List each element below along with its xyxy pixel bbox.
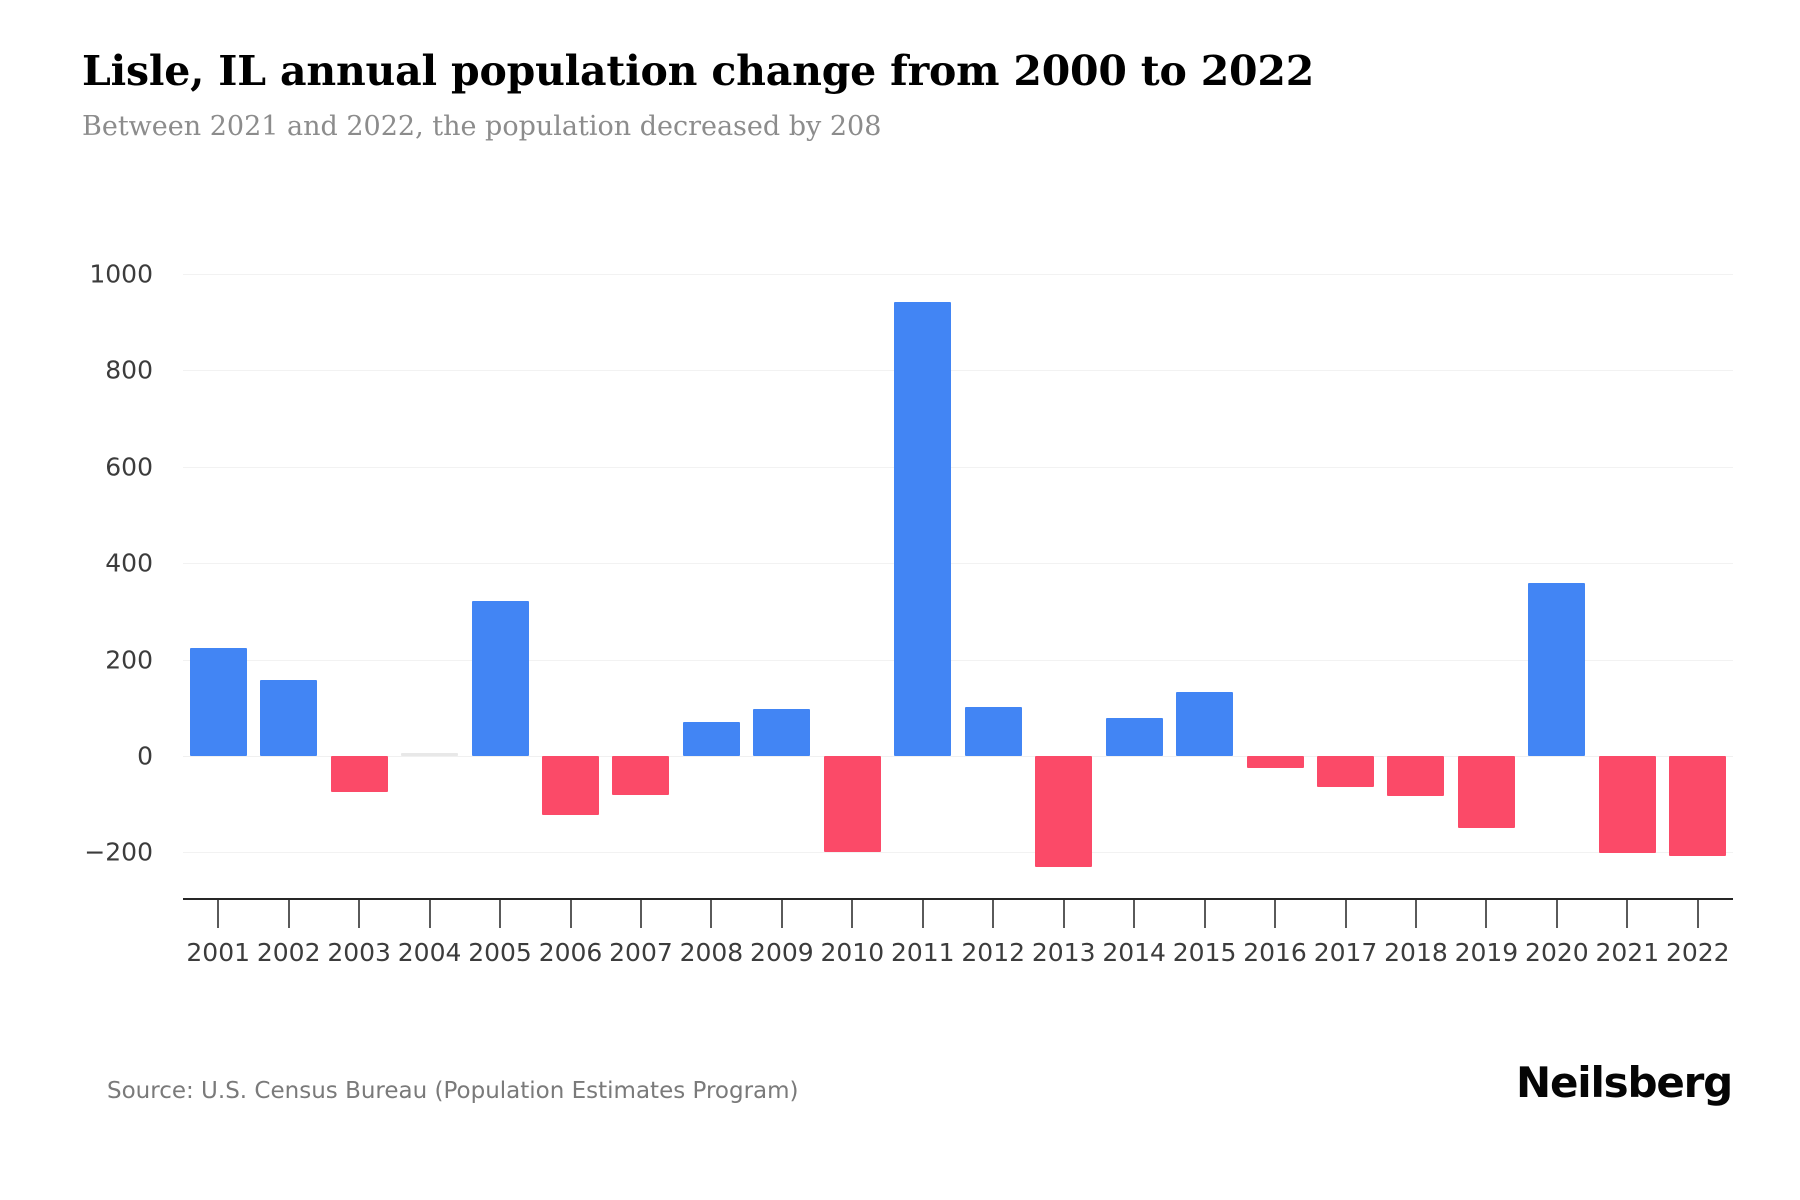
bar[interactable] — [542, 756, 599, 816]
x-axis-tick — [1696, 900, 1699, 928]
bar[interactable] — [1387, 756, 1445, 796]
x-axis-tick-label: 2005 — [468, 938, 532, 967]
gridline — [183, 274, 1733, 275]
x-axis-tick — [992, 900, 995, 928]
x-axis-tick — [1133, 900, 1136, 928]
x-axis-tick-label: 2015 — [1172, 938, 1237, 967]
x-axis-tick — [428, 900, 431, 928]
y-axis-tick-label: −200 — [84, 837, 153, 867]
x-axis-tick — [499, 900, 502, 928]
bars-group — [183, 0, 1733, 1200]
chart-header: Lisle, IL annual population change from … — [82, 47, 1732, 143]
x-axis-tick-label: 2004 — [397, 938, 462, 967]
bar[interactable] — [471, 600, 529, 756]
x-axis-tick-label: 2020 — [1525, 938, 1589, 967]
y-axis-tick-label: 1000 — [89, 259, 153, 289]
x-axis-tick — [1203, 900, 1206, 928]
bar[interactable] — [823, 756, 881, 852]
bar[interactable] — [189, 648, 247, 756]
x-axis-tick — [1555, 900, 1558, 928]
y-axis-tick-label: 600 — [105, 452, 153, 482]
y-axis-tick-label: 0 — [137, 741, 153, 771]
x-axis-tick — [1274, 900, 1277, 928]
x-axis-tick — [287, 900, 290, 928]
bar[interactable] — [1035, 756, 1093, 868]
x-axis-tick-label: 2021 — [1595, 938, 1660, 967]
bar[interactable] — [401, 753, 459, 756]
bar[interactable] — [964, 707, 1022, 756]
x-axis-tick-label: 2006 — [538, 938, 603, 967]
x-axis-tick-labels: 2001 2002 2003 2004 2005 2006 2007 2008 2009 2010… — [183, 938, 1733, 978]
x-axis-line — [183, 898, 1733, 900]
gridline — [183, 370, 1733, 372]
gridlines-group — [183, 0, 1733, 1200]
x-axis-tick — [1062, 900, 1065, 928]
bar[interactable] — [1669, 756, 1727, 857]
x-axis-tick — [569, 900, 572, 928]
x-axis-tick — [358, 900, 361, 928]
gridline — [183, 852, 1733, 854]
bar[interactable] — [1246, 756, 1304, 769]
source-note: Source: U.S. Census Bureau (Population E… — [107, 1078, 799, 1104]
x-axis-tick-label: 2008 — [679, 938, 744, 967]
bar[interactable] — [330, 756, 388, 793]
bar[interactable] — [1317, 756, 1374, 787]
x-axis-tick — [710, 900, 713, 928]
x-axis-tick — [851, 900, 854, 928]
x-axis-tick-label: 2019 — [1454, 938, 1519, 967]
bar[interactable] — [612, 756, 670, 796]
x-axis-tick-label: 2013 — [1031, 938, 1096, 967]
bar[interactable] — [1528, 582, 1586, 756]
brand-logo: Neilsberg — [1516, 1058, 1733, 1107]
x-axis-tick-label: 2022 — [1665, 938, 1730, 967]
x-axis-tick-label: 2012 — [961, 938, 1026, 967]
gridline — [183, 563, 1733, 565]
y-axis-tick-label: 200 — [105, 645, 153, 675]
x-axis-tick — [1344, 900, 1347, 928]
chart-subtitle: Between 2021 and 2022, the population de… — [82, 111, 882, 143]
y-axis-tick-labels: 1000 800 600 400 200 0 −200 — [0, 0, 183, 1200]
y-axis-tick-label: 800 — [105, 355, 153, 385]
x-axis-tick-label: 2007 — [609, 938, 673, 967]
x-axis-tick — [780, 900, 783, 928]
bar[interactable] — [1105, 717, 1163, 756]
bar[interactable] — [1457, 756, 1515, 829]
x-axis-tick — [1414, 900, 1417, 928]
bar[interactable] — [753, 709, 811, 756]
x-axis-tick-label: 2003 — [327, 938, 391, 967]
x-axis-tick — [921, 900, 924, 928]
bar[interactable] — [682, 722, 740, 756]
gridline — [183, 756, 1733, 757]
bar[interactable] — [1176, 691, 1234, 756]
y-axis-tick-label: 400 — [105, 548, 153, 578]
x-axis-tick-label: 2018 — [1384, 938, 1448, 967]
bar[interactable] — [260, 679, 318, 756]
x-axis-tick — [1626, 900, 1629, 928]
x-axis-tick — [217, 900, 220, 928]
gridline — [183, 466, 1733, 468]
bar[interactable] — [1598, 756, 1656, 853]
x-axis-tick-label: 2011 — [890, 938, 955, 967]
x-axis-tick — [639, 900, 642, 928]
gridline — [183, 659, 1733, 661]
x-axis-tick-label: 2016 — [1243, 938, 1307, 967]
x-axis-tick-label: 2002 — [256, 938, 321, 967]
x-axis-tick-label: 2009 — [750, 938, 814, 967]
x-axis-tick — [1485, 900, 1488, 928]
x-axis-ticks — [183, 900, 1733, 930]
bar[interactable] — [894, 301, 952, 756]
x-axis-tick-label: 2001 — [186, 938, 251, 967]
page-title: Lisle, IL annual population change from … — [82, 47, 1315, 95]
x-axis-tick-label: 2014 — [1102, 938, 1166, 967]
x-axis-tick-label: 2010 — [820, 938, 885, 967]
x-axis-tick-label: 2017 — [1313, 938, 1378, 967]
